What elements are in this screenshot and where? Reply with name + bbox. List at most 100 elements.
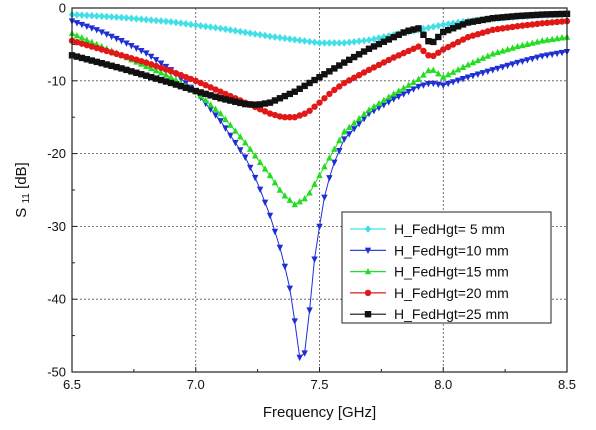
data-point — [197, 79, 204, 87]
data-point — [98, 46, 105, 53]
data-point — [425, 24, 432, 32]
data-point — [118, 65, 125, 72]
data-point — [380, 102, 388, 109]
data-point — [227, 121, 234, 128]
data-point — [509, 44, 516, 51]
legend-label: H_FedHgt=15 mm — [394, 264, 509, 280]
data-point — [182, 19, 190, 28]
data-point — [227, 132, 234, 140]
data-point — [400, 49, 407, 57]
data-point — [271, 179, 279, 186]
data-point — [420, 82, 427, 89]
data-point — [251, 174, 259, 182]
data-point — [529, 11, 536, 19]
data-point — [187, 75, 194, 83]
series-5 — [68, 10, 571, 108]
data-point — [435, 81, 442, 88]
data-point — [519, 22, 526, 29]
data-point — [157, 64, 165, 72]
data-point — [197, 21, 204, 30]
data-point — [459, 21, 467, 28]
data-point — [162, 17, 170, 26]
y-tick-label: -50 — [47, 365, 66, 380]
data-point — [167, 79, 175, 87]
data-point — [474, 31, 482, 38]
data-point — [311, 103, 318, 110]
data-point — [133, 56, 140, 63]
data-point — [202, 22, 209, 31]
data-point — [227, 97, 234, 104]
data-point — [380, 96, 388, 104]
data-point — [430, 38, 437, 46]
data-point — [341, 59, 348, 66]
data-point — [464, 61, 472, 68]
data-point — [133, 45, 140, 52]
data-point — [365, 45, 373, 52]
data-point — [499, 47, 506, 54]
data-point — [217, 88, 224, 95]
data-point — [83, 41, 91, 49]
data-point — [548, 11, 556, 18]
y-tick-label: -40 — [47, 292, 66, 307]
data-point — [454, 38, 462, 46]
data-point — [73, 31, 81, 39]
x-tick-label: 6.5 — [63, 377, 81, 392]
data-point — [148, 61, 155, 68]
data-point — [558, 34, 566, 41]
data-point — [276, 95, 284, 102]
data-point — [291, 88, 298, 95]
data-point — [192, 21, 199, 29]
data-point — [415, 75, 422, 83]
data-point — [113, 50, 120, 58]
data-point — [360, 69, 368, 76]
data-point — [459, 63, 467, 70]
data-point — [341, 128, 348, 135]
y-axis-title-subscript: 11 — [21, 193, 32, 204]
data-point — [247, 164, 254, 172]
data-point — [509, 23, 516, 31]
data-point — [242, 28, 249, 37]
data-point — [212, 86, 219, 93]
legend-label: H_FedHgt=20 mm — [394, 285, 509, 301]
data-point — [553, 34, 561, 42]
data-point — [152, 16, 160, 25]
data-point — [306, 107, 313, 114]
data-point — [440, 82, 447, 89]
series-2 — [68, 18, 571, 362]
data-point — [88, 38, 95, 45]
data-point — [519, 58, 526, 65]
data-point — [157, 76, 165, 84]
data-point — [390, 96, 397, 103]
data-point — [222, 125, 229, 132]
data-point — [430, 52, 437, 60]
data-point — [548, 35, 556, 43]
data-point — [370, 103, 378, 110]
data-point — [375, 61, 383, 69]
data-point — [405, 88, 412, 96]
data-point — [296, 85, 303, 93]
data-point — [108, 33, 115, 41]
data-point — [519, 41, 526, 49]
data-point — [435, 33, 442, 41]
y-tick-label: -20 — [47, 146, 66, 161]
data-point — [182, 73, 190, 81]
data-point — [529, 39, 536, 46]
data-point — [227, 26, 234, 34]
data-point — [385, 93, 392, 100]
data-point — [474, 17, 482, 25]
data-point — [247, 101, 254, 108]
data-point — [524, 57, 531, 64]
data-point — [341, 79, 348, 87]
legend: H_FedHgt= 5 mm H_FedHgt=10 mm H_FedHgt=15 … — [341, 211, 552, 324]
data-point — [93, 58, 100, 66]
data-point — [162, 66, 170, 73]
data-point — [217, 95, 224, 102]
data-point — [237, 27, 244, 36]
data-point — [251, 101, 259, 108]
data-point — [410, 45, 417, 52]
data-point — [261, 199, 269, 207]
data-point — [78, 11, 86, 19]
data-point — [103, 31, 110, 38]
data-point — [296, 197, 303, 205]
data-point — [187, 20, 194, 29]
